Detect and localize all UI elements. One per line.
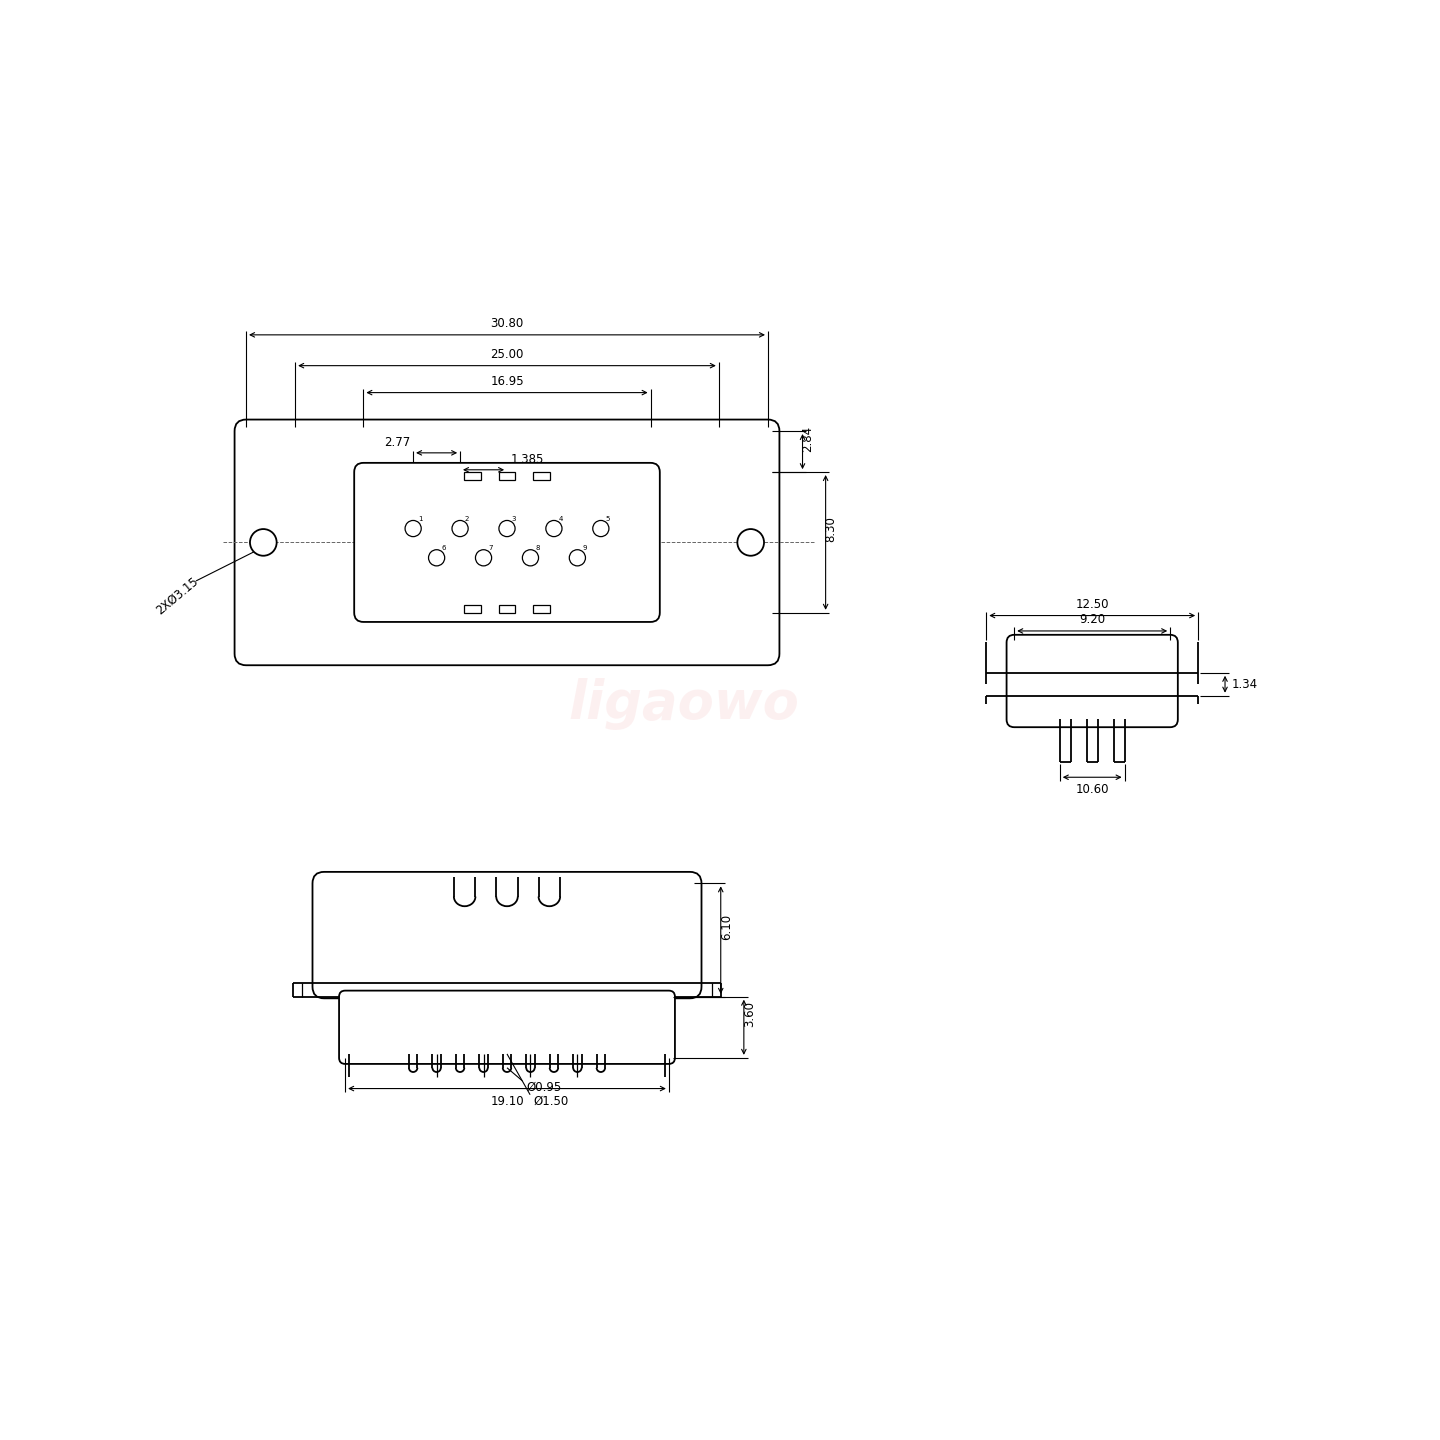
Text: 7: 7 — [488, 546, 492, 552]
Text: 30.80: 30.80 — [491, 317, 524, 330]
Circle shape — [251, 528, 276, 556]
Text: 8: 8 — [536, 546, 540, 552]
Circle shape — [569, 550, 586, 566]
Text: 6: 6 — [441, 546, 446, 552]
Circle shape — [498, 520, 516, 537]
Text: 1.34: 1.34 — [1231, 678, 1257, 691]
Text: 1.385: 1.385 — [511, 454, 544, 467]
Text: Ø0.95: Ø0.95 — [526, 1080, 562, 1093]
Text: 2: 2 — [465, 516, 469, 521]
Text: 8.30: 8.30 — [825, 517, 838, 543]
Bar — [464, 605, 481, 612]
Circle shape — [523, 550, 539, 566]
Bar — [464, 472, 481, 480]
Bar — [533, 472, 550, 480]
FancyBboxPatch shape — [354, 462, 660, 622]
Text: 2.84: 2.84 — [802, 425, 815, 452]
Text: 6.10: 6.10 — [720, 914, 733, 940]
Bar — [498, 605, 516, 612]
Text: 16.95: 16.95 — [490, 374, 524, 387]
Text: 19.10: 19.10 — [490, 1094, 524, 1107]
Text: 3: 3 — [511, 516, 516, 521]
Text: ligaowo: ligaowo — [569, 678, 799, 730]
FancyBboxPatch shape — [1007, 635, 1178, 727]
Text: 5: 5 — [605, 516, 611, 521]
Circle shape — [593, 520, 609, 537]
FancyBboxPatch shape — [338, 991, 675, 1064]
Circle shape — [405, 520, 422, 537]
FancyBboxPatch shape — [312, 871, 701, 998]
Text: 9.20: 9.20 — [1079, 613, 1106, 626]
Text: 10.60: 10.60 — [1076, 783, 1109, 796]
Text: 3.60: 3.60 — [743, 1001, 756, 1027]
Circle shape — [546, 520, 562, 537]
Text: 2.77: 2.77 — [384, 436, 410, 449]
Circle shape — [452, 520, 468, 537]
Circle shape — [737, 528, 765, 556]
Text: 25.00: 25.00 — [490, 348, 524, 361]
Text: Ø1.50: Ø1.50 — [534, 1094, 569, 1107]
Text: 12.50: 12.50 — [1076, 598, 1109, 611]
Text: 1: 1 — [418, 516, 422, 521]
FancyBboxPatch shape — [235, 419, 779, 665]
Circle shape — [475, 550, 491, 566]
Text: 2XØ3.15: 2XØ3.15 — [153, 575, 200, 618]
Bar — [533, 605, 550, 612]
Text: 9: 9 — [582, 546, 586, 552]
Bar — [498, 472, 516, 480]
Text: 4: 4 — [559, 516, 563, 521]
Circle shape — [429, 550, 445, 566]
